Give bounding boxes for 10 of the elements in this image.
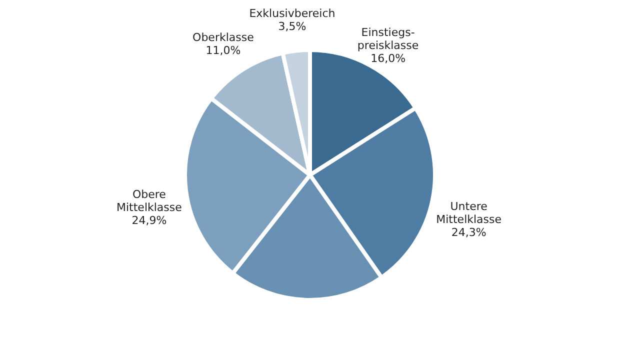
- data-label: 24,9%: [132, 214, 167, 227]
- slice-label: Obere Mittelklasse: [116, 188, 182, 214]
- slice-label: Oberklasse: [192, 31, 254, 44]
- slice-label: Exklusivbereich: [249, 6, 336, 20]
- data-label: 11,0%: [206, 44, 241, 58]
- data-label: 16,0%: [370, 52, 406, 66]
- slice-label: Einstiegs- preisklasse: [357, 26, 419, 52]
- data-label: 3,5%: [278, 20, 306, 33]
- data-label: 24,3%: [451, 226, 486, 239]
- slice-label: Untere Mittelklasse: [436, 200, 502, 226]
